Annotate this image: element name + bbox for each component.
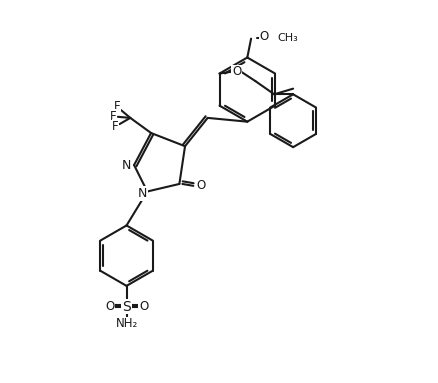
Text: F: F (110, 110, 117, 123)
Text: CH₃: CH₃ (278, 33, 298, 43)
Text: O: O (196, 179, 205, 192)
Text: O: O (139, 300, 148, 313)
Text: N: N (138, 187, 148, 200)
Text: NH₂: NH₂ (115, 317, 138, 330)
Text: N: N (122, 159, 131, 172)
Text: O: O (105, 300, 114, 313)
Text: F: F (114, 100, 120, 113)
Text: O: O (260, 30, 269, 43)
Text: S: S (122, 300, 131, 314)
Text: O: O (232, 65, 241, 78)
Text: F: F (112, 120, 119, 133)
